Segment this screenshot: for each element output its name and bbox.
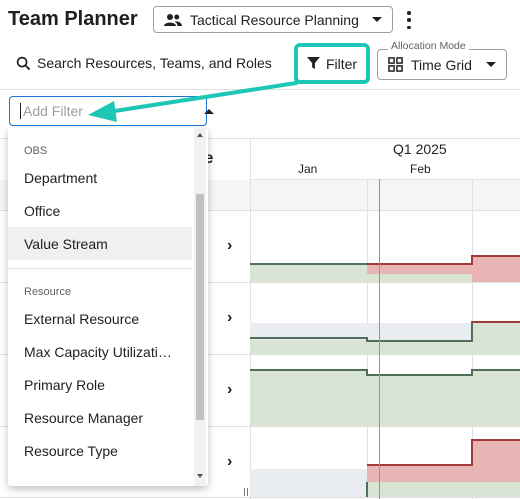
capacity-line <box>250 369 520 376</box>
search-icon <box>16 56 31 70</box>
grid-column-divider <box>250 138 251 499</box>
view-select[interactable]: Tactical Resource Planning <box>153 6 393 33</box>
option-office[interactable]: Office <box>24 202 61 219</box>
add-filter-input[interactable] <box>20 103 204 119</box>
unused-area <box>250 469 367 497</box>
row-divider <box>0 282 520 283</box>
search-field[interactable]: Search Resources, Teams, and Roles <box>16 55 272 71</box>
overallocation-area <box>367 465 472 482</box>
allocation-mode-legend: Allocation Mode <box>388 40 469 52</box>
chevron-right-icon[interactable]: › <box>227 453 233 470</box>
grid-top-border <box>0 138 520 139</box>
filter-options-list: OBS Department Office Value Stream Resou… <box>8 128 192 467</box>
chevron-right-icon[interactable]: › <box>227 237 233 254</box>
dropdown-scrollbar[interactable] <box>194 128 206 486</box>
chevron-right-icon[interactable]: › <box>227 309 233 326</box>
grid-icon <box>388 57 403 72</box>
overallocation-area <box>472 440 520 482</box>
toolbar-divider <box>0 89 520 90</box>
option-value-stream[interactable]: Value Stream <box>8 227 192 260</box>
filter-button-label: Filter <box>325 55 358 72</box>
today-marker <box>379 179 380 499</box>
capacity-area <box>472 322 520 355</box>
chevron-down-icon <box>372 17 382 22</box>
scroll-up-arrow-icon[interactable] <box>197 133 203 137</box>
overallocation-area <box>472 256 520 282</box>
chevron-right-icon[interactable]: › <box>227 381 233 398</box>
period-label: Q1 2025 <box>393 141 447 157</box>
unused-area <box>250 323 472 340</box>
overallocation-line <box>367 255 520 265</box>
column-resize-handle[interactable] <box>244 488 248 496</box>
group-header-resource: Resource <box>24 286 72 298</box>
group-divider <box>8 268 192 269</box>
scrollbar-thumb[interactable] <box>196 194 204 420</box>
view-select-value: Tactical Resource Planning <box>190 11 359 28</box>
allocation-bars <box>250 255 520 497</box>
capacity-area <box>250 370 367 426</box>
filter-icon <box>306 57 320 70</box>
month-label: Feb <box>410 162 431 176</box>
allocation-mode-select[interactable]: Time Grid <box>377 49 507 80</box>
option-primary-role[interactable]: Primary Role <box>24 376 105 393</box>
capacity-area <box>472 370 520 426</box>
app-title: Team Planner <box>8 8 138 30</box>
month-label: Jan <box>298 162 318 176</box>
people-icon <box>164 13 182 26</box>
row-divider <box>0 426 520 427</box>
add-filter-field[interactable] <box>9 96 214 126</box>
chevron-down-icon <box>486 62 496 67</box>
row-divider <box>0 210 520 211</box>
option-max-capacity-utilization[interactable]: Max Capacity Utilizati… <box>24 343 172 360</box>
option-department[interactable]: Department <box>24 169 98 186</box>
option-external-resource[interactable]: External Resource <box>24 310 140 327</box>
capacity-area <box>367 482 520 497</box>
option-resource-manager[interactable]: Resource Manager <box>24 409 144 426</box>
capacity-area <box>250 340 472 355</box>
capacity-area <box>367 375 472 426</box>
filter-dropdown: OBS Department Office Value Stream Resou… <box>8 128 208 486</box>
filter-button[interactable]: Filter <box>294 43 370 84</box>
row-divider <box>0 497 520 498</box>
overallocation-area <box>367 264 472 274</box>
period-divider <box>250 179 520 180</box>
group-header-obs: OBS <box>24 145 48 157</box>
option-resource-type[interactable]: Resource Type <box>24 442 118 459</box>
chevron-up-icon[interactable] <box>204 108 214 114</box>
overallocation-line <box>367 439 520 466</box>
vertical-dots-icon[interactable] <box>406 11 412 29</box>
search-label: Search Resources, Teams, and Roles <box>37 55 272 71</box>
allocation-mode-value: Time Grid <box>411 56 472 73</box>
scroll-down-arrow-icon[interactable] <box>197 474 203 478</box>
